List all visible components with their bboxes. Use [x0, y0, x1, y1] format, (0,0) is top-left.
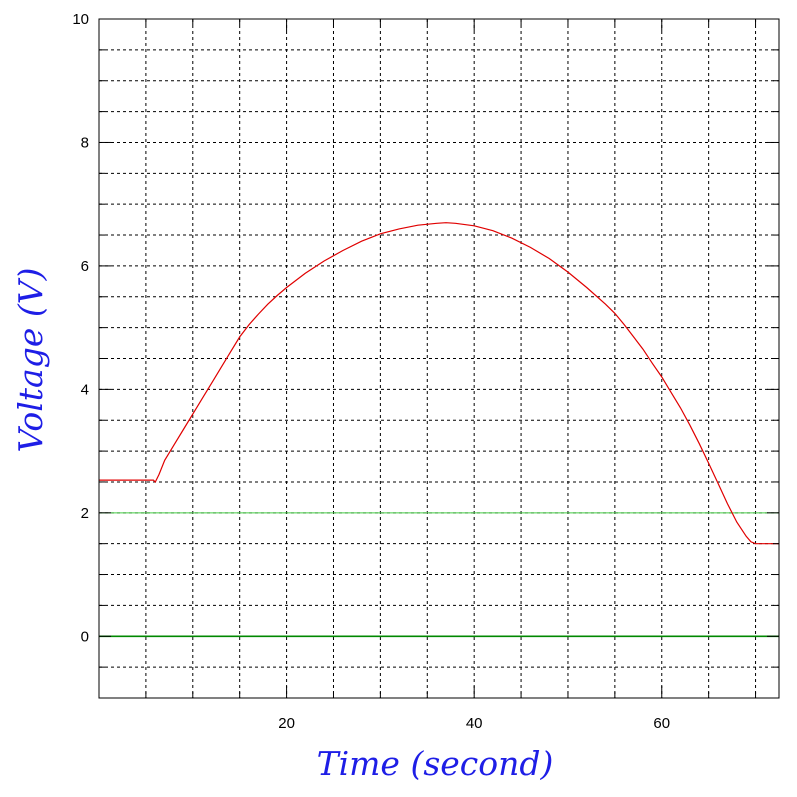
x-axis-title: Time (second) — [317, 744, 554, 783]
y-tick-label: 4 — [81, 381, 89, 398]
x-tick-label: 20 — [278, 715, 295, 732]
tick-labels: 20 40 60 0 2 4 6 8 10 — [72, 11, 670, 732]
y-tick-label: 6 — [81, 258, 89, 275]
y-tick-label: 10 — [72, 11, 89, 28]
series-line-voltage — [99, 222, 779, 545]
tick-layer — [99, 19, 779, 698]
x-tick-label: 60 — [653, 715, 670, 732]
y-tick-label: 2 — [81, 505, 89, 522]
y-tick-label: 8 — [81, 134, 89, 151]
x-tick-label: 40 — [466, 715, 483, 732]
reference-lines — [99, 512, 779, 638]
series-layer — [99, 222, 779, 545]
y-tick-label: 0 — [81, 628, 89, 645]
grid-layer — [99, 19, 779, 698]
y-axis-title: Voltage (V) — [11, 268, 50, 453]
